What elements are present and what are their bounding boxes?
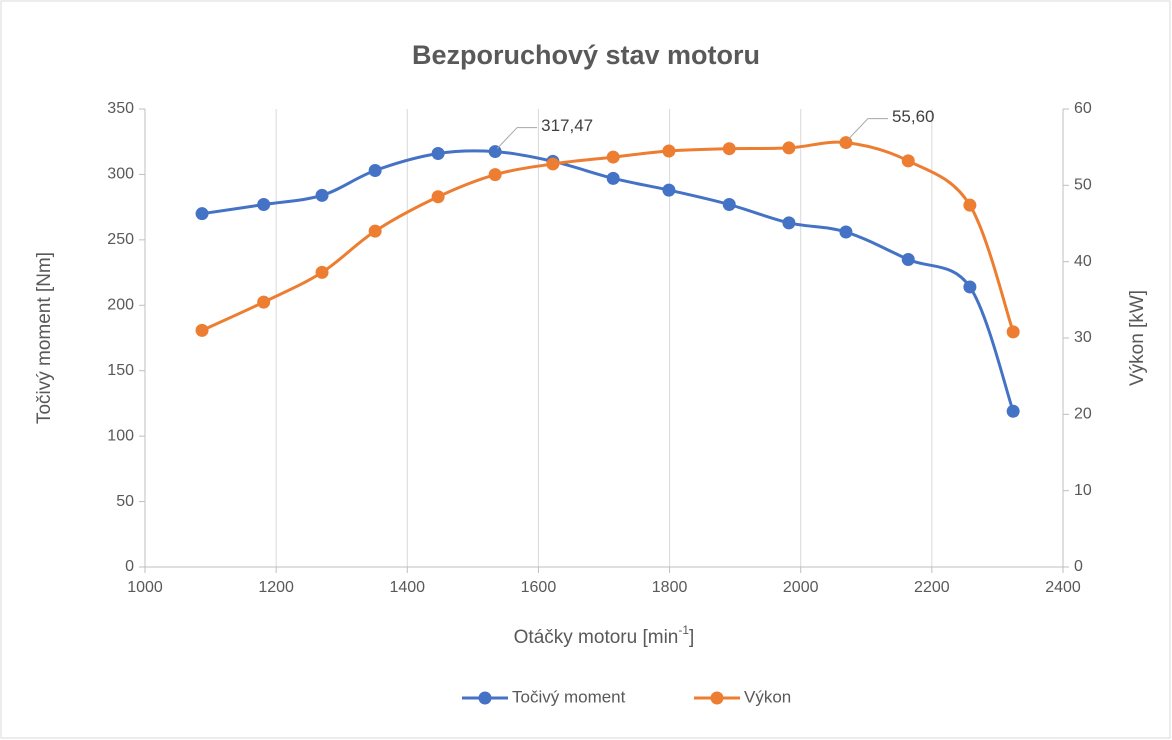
legend-label: Točivý moment (512, 687, 626, 706)
data-point (606, 171, 620, 185)
data-point (782, 216, 796, 230)
data-point (488, 168, 502, 182)
data-point (257, 198, 271, 212)
y2-tick-label: 40 (1074, 253, 1092, 270)
x-tick-label: 1000 (127, 579, 163, 596)
data-point (722, 198, 736, 212)
data-point (963, 280, 977, 294)
x-tick-label: 2000 (783, 579, 819, 596)
y-tick-label: 250 (107, 231, 134, 248)
data-point (782, 141, 796, 155)
y2-tick-label: 60 (1074, 100, 1092, 117)
data-point (1006, 325, 1020, 339)
x-tick-label: 1200 (258, 579, 294, 596)
x-axis-label: Otáčky motoru [min-1] (514, 623, 695, 648)
data-point (315, 265, 329, 279)
data-point (195, 207, 209, 221)
data-point (839, 136, 853, 150)
data-point (963, 198, 977, 212)
y2-tick-label: 30 (1074, 329, 1092, 346)
y-tick-label: 150 (107, 362, 134, 379)
data-point (839, 225, 853, 239)
data-point (195, 323, 209, 337)
data-point (488, 145, 502, 159)
legend-marker (710, 691, 724, 705)
label-leader (496, 127, 538, 149)
x-tick-label: 1600 (521, 579, 557, 596)
x-tick-label: 2400 (1045, 579, 1081, 596)
data-point (257, 295, 271, 309)
y-tick-label: 0 (125, 558, 134, 575)
data-point (431, 190, 445, 204)
legend-marker (478, 691, 492, 705)
data-point (368, 224, 382, 238)
y2-tick-label: 50 (1074, 177, 1092, 194)
y2-tick-label: 0 (1074, 558, 1083, 575)
y-tick-label: 100 (107, 427, 134, 444)
chart-title: Bezporuchový stav motoru (412, 40, 760, 70)
y-tick-label: 350 (107, 100, 134, 117)
data-point (546, 157, 560, 171)
y-tick-label: 50 (116, 493, 134, 510)
x-tick-label: 1800 (652, 579, 688, 596)
x-tick-label: 1400 (389, 579, 425, 596)
label-leader (847, 118, 888, 140)
y-axis-label: Točivý moment [Nm] (34, 252, 55, 424)
data-point (368, 164, 382, 178)
data-point (431, 146, 445, 160)
legend-label: Výkon (744, 687, 791, 706)
data-point (606, 150, 620, 164)
data-label: 317,47 (541, 116, 593, 135)
data-point (901, 252, 915, 266)
y-tick-label: 200 (107, 297, 134, 314)
y-tick-label: 300 (107, 166, 134, 183)
data-point (722, 142, 736, 156)
y2-tick-label: 10 (1074, 482, 1092, 499)
data-label: 55,60 (892, 107, 935, 126)
data-point (662, 144, 676, 158)
data-point (901, 154, 915, 168)
y2-tick-label: 20 (1074, 406, 1092, 423)
data-point (1006, 404, 1020, 418)
data-point (662, 183, 676, 197)
x-tick-label: 2200 (914, 579, 950, 596)
y2-axis-label: Výkon [kW] (1127, 290, 1148, 386)
data-point (315, 188, 329, 202)
